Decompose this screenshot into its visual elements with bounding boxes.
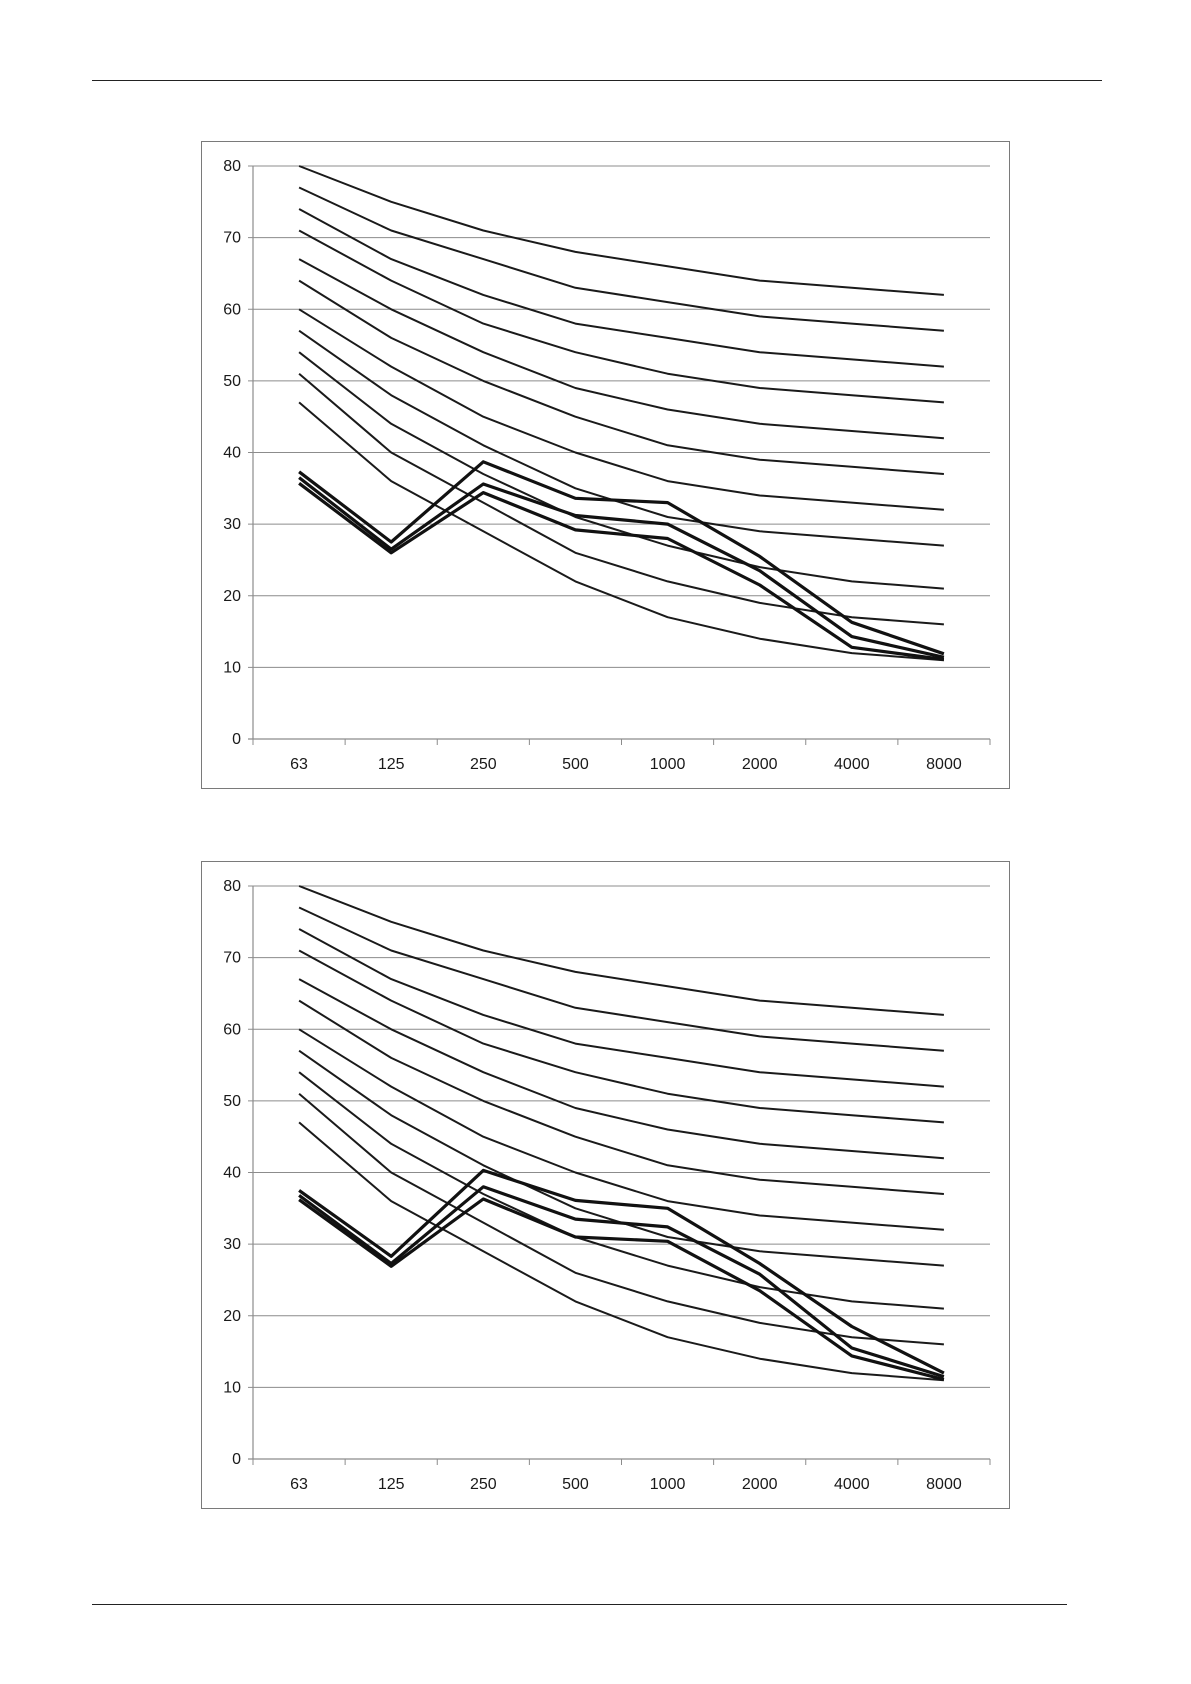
y-tick-label: 10 bbox=[223, 659, 241, 676]
x-tick-label: 63 bbox=[290, 756, 308, 773]
line-chart-1: 0 10 20 30 40 50 60 70 80 63 125 250 500 1000 2000 4000… bbox=[223, 158, 991, 773]
reference-curve-9 bbox=[298, 351, 944, 590]
reference-curve-7 bbox=[298, 1028, 944, 1231]
y-tick-label: 60 bbox=[223, 301, 241, 318]
y-tick-label: 0 bbox=[232, 731, 241, 748]
reference-curve-1 bbox=[298, 165, 944, 296]
x-tick-label: 125 bbox=[378, 1476, 405, 1493]
y-tick-label: 50 bbox=[223, 1093, 241, 1110]
y-tick-label: 70 bbox=[223, 230, 241, 247]
x-tick-label: 4000 bbox=[834, 1476, 870, 1493]
y-tick-label: 40 bbox=[223, 1165, 241, 1182]
x-tick-label: 250 bbox=[470, 1476, 497, 1493]
chart-frame-2: 0 10 20 30 40 50 60 70 80 63 125 250 500 1000 2000 4000… bbox=[201, 861, 1010, 1509]
reference-curve-11 bbox=[298, 1121, 944, 1382]
reference-curve-1 bbox=[298, 885, 944, 1016]
y-tick-label: 20 bbox=[223, 588, 241, 605]
reference-curve-8 bbox=[298, 329, 944, 547]
y-tick-label: 0 bbox=[232, 1451, 241, 1468]
measured-curve-3 bbox=[298, 1197, 945, 1382]
measured-curve-3 bbox=[298, 482, 945, 662]
footer-rule bbox=[92, 1604, 1067, 1605]
x-tick-label: 250 bbox=[470, 756, 497, 773]
y-tick-label: 30 bbox=[223, 516, 241, 533]
x-tick-label: 2000 bbox=[742, 756, 778, 773]
x-tick-label: 63 bbox=[290, 1476, 308, 1493]
measured-curve-2 bbox=[298, 476, 945, 659]
reference-curve-3 bbox=[298, 208, 944, 368]
y-tick-label: 20 bbox=[223, 1308, 241, 1325]
reference-curve-6 bbox=[298, 279, 944, 475]
y-tick-label: 40 bbox=[223, 445, 241, 462]
reference-curve-2 bbox=[298, 906, 944, 1052]
chart-frame-1: 0 10 20 30 40 50 60 70 80 63 125 250 500 1000 2000 4000… bbox=[201, 141, 1010, 789]
reference-curve-4 bbox=[298, 229, 944, 404]
x-tick-label: 500 bbox=[562, 756, 589, 773]
x-tick-label: 500 bbox=[562, 1476, 589, 1493]
reference-curve-6 bbox=[298, 999, 944, 1195]
reference-curve-3 bbox=[298, 928, 944, 1088]
header-rule bbox=[92, 80, 1102, 81]
reference-curve-4 bbox=[298, 949, 944, 1124]
y-tick-label: 80 bbox=[223, 878, 241, 895]
x-tick-label: 4000 bbox=[834, 756, 870, 773]
y-tick-label: 70 bbox=[223, 950, 241, 967]
y-tick-label: 30 bbox=[223, 1236, 241, 1253]
reference-curve-5 bbox=[298, 978, 944, 1160]
x-tick-label: 1000 bbox=[650, 756, 686, 773]
x-tick-label: 125 bbox=[378, 756, 405, 773]
y-tick-label: 10 bbox=[223, 1379, 241, 1396]
reference-curve-10 bbox=[298, 372, 944, 626]
y-tick-label: 60 bbox=[223, 1021, 241, 1038]
measured-curve-1 bbox=[298, 460, 945, 656]
x-tick-label: 8000 bbox=[926, 756, 962, 773]
x-tick-label: 2000 bbox=[742, 1476, 778, 1493]
reference-curve-10 bbox=[298, 1092, 944, 1346]
y-tick-label: 80 bbox=[223, 158, 241, 175]
x-tick-label: 8000 bbox=[926, 1476, 962, 1493]
line-chart-2: 0 10 20 30 40 50 60 70 80 63 125 250 500 1000 2000 4000… bbox=[223, 878, 991, 1493]
measured-curve-1 bbox=[298, 1168, 945, 1375]
reference-curve-9 bbox=[298, 1071, 944, 1310]
y-tick-label: 50 bbox=[223, 373, 241, 390]
x-tick-label: 1000 bbox=[650, 1476, 686, 1493]
reference-curve-2 bbox=[298, 186, 944, 332]
reference-curve-7 bbox=[298, 308, 944, 511]
measured-curve-2 bbox=[298, 1185, 945, 1379]
reference-curve-11 bbox=[298, 401, 944, 662]
reference-curve-5 bbox=[298, 258, 944, 440]
